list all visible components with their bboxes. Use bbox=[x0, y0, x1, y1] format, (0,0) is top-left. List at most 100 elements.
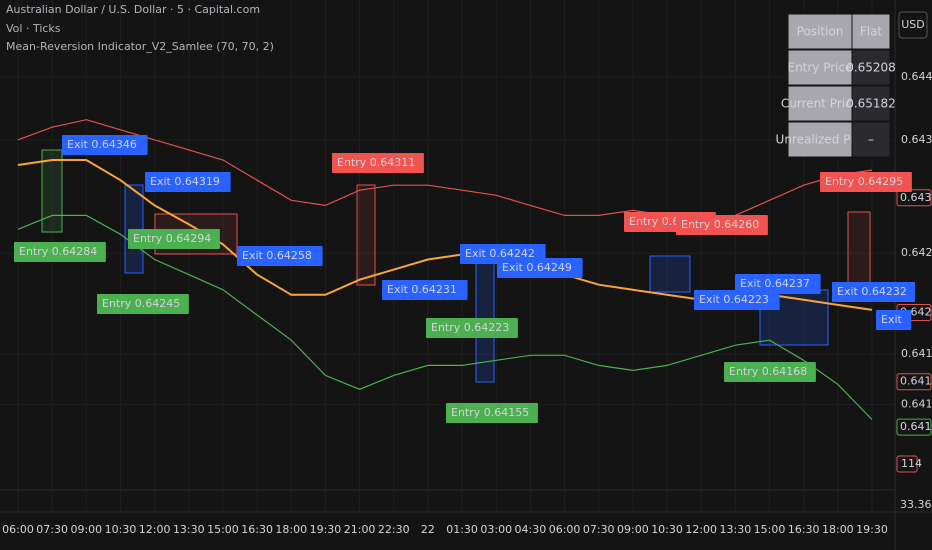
x-tick-label: 06:00 bbox=[2, 523, 34, 536]
signal-box bbox=[332, 153, 424, 173]
signal-box bbox=[62, 135, 148, 155]
price-tag bbox=[896, 373, 932, 391]
signal-label: Exit 0.64319 bbox=[150, 175, 220, 188]
x-tick-label: 09:00 bbox=[617, 523, 649, 536]
band-line bbox=[17, 214, 873, 420]
x-tick-label: 13:30 bbox=[173, 523, 205, 536]
x-tick-label: 12:00 bbox=[139, 523, 171, 536]
table-cell bbox=[851, 121, 891, 158]
x-tick-label: 01:30 bbox=[446, 523, 478, 536]
signal-box bbox=[735, 274, 821, 294]
signal-box bbox=[128, 229, 220, 249]
chart-title: Australian Dollar / U.S. Dollar · 5 · Ca… bbox=[6, 3, 260, 16]
y-tick-label: 0.64180 bbox=[901, 347, 932, 360]
x-tick-label: 18:00 bbox=[822, 523, 854, 536]
table-cell bbox=[851, 49, 891, 86]
table-text: Flat bbox=[860, 25, 883, 39]
table-cell bbox=[851, 85, 891, 122]
signal-label: Entry 0.64294 bbox=[133, 232, 211, 245]
signal-box bbox=[382, 280, 468, 300]
table-cell bbox=[787, 13, 853, 50]
x-tick-label: 06:00 bbox=[549, 523, 581, 536]
table-text: 0.65182 bbox=[846, 97, 896, 111]
x-tick-label: 19:30 bbox=[856, 523, 888, 536]
signal-box bbox=[832, 282, 915, 302]
signal-label: Exit 0.64231 bbox=[387, 283, 457, 296]
subtitle: Vol · Ticks bbox=[6, 22, 61, 35]
x-tick-label: 13:30 bbox=[720, 523, 752, 536]
currency-box[interactable] bbox=[898, 11, 928, 39]
signal-box bbox=[724, 362, 816, 382]
table-text: 0.65208 bbox=[846, 61, 896, 75]
table-text: Position bbox=[797, 25, 844, 39]
table-text: Entry Price bbox=[787, 61, 852, 75]
y-tick-label: 0.64400 bbox=[901, 70, 932, 83]
signal-box bbox=[14, 242, 106, 262]
x-tick-label: 10:30 bbox=[651, 523, 683, 536]
x-tick-label: 16:30 bbox=[241, 523, 273, 536]
signal-box bbox=[497, 258, 583, 278]
x-tick-label: 07:30 bbox=[583, 523, 615, 536]
price-tag bbox=[896, 189, 932, 207]
y-tick-label: 0.64350 bbox=[901, 133, 932, 146]
x-tick-label: 12:00 bbox=[685, 523, 717, 536]
table-cell bbox=[851, 13, 891, 50]
x-tick-label: 09:00 bbox=[70, 523, 102, 536]
x-tick-label: 16:30 bbox=[788, 523, 820, 536]
price-tag-label: 0.64304 bbox=[900, 191, 932, 204]
volume-tag bbox=[896, 455, 918, 473]
signal-label: Exit 0.64258 bbox=[242, 249, 312, 262]
x-tick-label: 18:00 bbox=[275, 523, 307, 536]
table-text: – bbox=[868, 133, 874, 147]
signal-box bbox=[97, 294, 189, 314]
signal-label: Entry 0.64284 bbox=[19, 245, 97, 258]
x-tick-label: 04:30 bbox=[515, 523, 547, 536]
price-tag-label: 0.64158 bbox=[900, 375, 932, 388]
table-cell bbox=[787, 121, 853, 158]
price-tag bbox=[896, 418, 932, 436]
subtitle: Mean-Reversion Indicator_V2_Samlee (70, … bbox=[6, 40, 274, 53]
signal-label: Entry 0.64155 bbox=[451, 406, 529, 419]
signal-label: Exit 0.64232 bbox=[837, 285, 907, 298]
zone bbox=[847, 211, 871, 293]
signal-box bbox=[676, 215, 768, 235]
table-text: Unrealized PnL bbox=[776, 133, 865, 147]
signal-label: Exit 0.64223 bbox=[699, 293, 769, 306]
signal-box bbox=[426, 318, 518, 338]
signal-label: Entry 0.64223 bbox=[431, 321, 509, 334]
signal-box bbox=[820, 172, 912, 192]
price-tag-label: 0.64122 bbox=[900, 420, 932, 433]
x-tick-label: 07:30 bbox=[36, 523, 68, 536]
x-tick-label: 15:00 bbox=[207, 523, 239, 536]
x-tick-label: 03:00 bbox=[480, 523, 512, 536]
table-text: Current Price bbox=[781, 97, 859, 111]
table-cell bbox=[787, 85, 853, 122]
oscillator-tag-label: 33.36 bbox=[900, 498, 932, 511]
volume-tag-label: 114 bbox=[901, 457, 922, 470]
x-tick-label: 19:30 bbox=[310, 523, 342, 536]
signal-label: Exit bbox=[881, 313, 903, 326]
y-tick-label: 0.64260 bbox=[901, 246, 932, 259]
currency[interactable]: USD bbox=[901, 18, 925, 31]
zone bbox=[649, 255, 691, 293]
signal-box bbox=[237, 246, 323, 266]
signal-box bbox=[446, 403, 538, 423]
x-tick-label: 15:00 bbox=[754, 523, 786, 536]
signal-label: Exit 0.64346 bbox=[67, 138, 137, 151]
signal-label: Exit 0.64242 bbox=[465, 247, 535, 260]
x-tick-label: 10:30 bbox=[105, 523, 137, 536]
signal-label: Exit 0.64249 bbox=[502, 261, 572, 274]
x-tick-label: 21:00 bbox=[344, 523, 376, 536]
signal-label: Entry 0.64311 bbox=[337, 156, 415, 169]
zone bbox=[41, 149, 63, 233]
signal-label: Entry 0.64260 bbox=[681, 218, 759, 231]
x-tick-label: 22 bbox=[421, 523, 435, 536]
signal-box bbox=[694, 290, 780, 310]
signal-label: Entry 0.64245 bbox=[102, 297, 180, 310]
y-tick-label: 0.64140 bbox=[901, 397, 932, 410]
x-tick-label: 22:30 bbox=[378, 523, 410, 536]
table-cell bbox=[787, 49, 853, 86]
signal-label: Entry 0.64168 bbox=[729, 365, 807, 378]
